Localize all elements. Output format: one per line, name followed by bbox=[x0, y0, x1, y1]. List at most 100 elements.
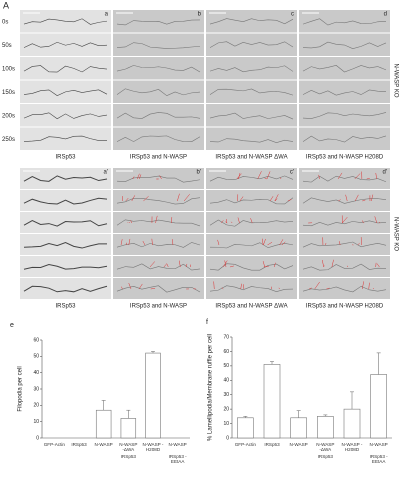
filopodia-trace bbox=[314, 281, 320, 290]
cell-outline bbox=[302, 220, 387, 227]
filopodia-trace bbox=[342, 216, 348, 224]
y-tick-label: 50 bbox=[33, 354, 39, 360]
filopodia-trace bbox=[224, 260, 227, 268]
micrograph bbox=[20, 234, 111, 255]
micrograph bbox=[299, 212, 390, 233]
time-label: 100s bbox=[2, 66, 15, 72]
x-tick-label: N-WASP -H208D bbox=[142, 442, 164, 452]
micrograph bbox=[299, 278, 390, 299]
filopodia-trace bbox=[281, 241, 286, 246]
filopodia-trace bbox=[321, 259, 325, 268]
x-group-label: IRSp53 bbox=[317, 454, 333, 459]
filopodia-trace bbox=[273, 262, 276, 268]
cell-outline bbox=[116, 42, 201, 49]
filopodia-trace bbox=[179, 260, 181, 268]
cell-outline bbox=[302, 65, 387, 73]
cell-outline bbox=[23, 89, 108, 97]
filopodia-trace bbox=[378, 221, 381, 224]
x-tick-label: N-WASP bbox=[168, 442, 187, 447]
column-letter: c' bbox=[290, 170, 294, 176]
cell-outline bbox=[209, 242, 294, 249]
filopodia-trace bbox=[331, 259, 334, 268]
filopodia-trace bbox=[149, 261, 156, 268]
cell-outline bbox=[116, 88, 201, 97]
column-caption: IRSp53 and N-WASP H208D bbox=[306, 155, 384, 161]
filopodia-trace bbox=[221, 287, 224, 290]
filopodia-trace bbox=[132, 176, 135, 180]
micrograph bbox=[113, 127, 204, 150]
column-caption: IRSp53 and N-WASP H208D bbox=[306, 304, 384, 310]
filopodia-trace bbox=[337, 172, 343, 180]
filopodia-trace bbox=[155, 215, 158, 224]
micrograph bbox=[299, 190, 390, 211]
cell-outline bbox=[23, 135, 108, 142]
bar bbox=[120, 418, 137, 439]
filopodia-trace bbox=[370, 194, 374, 202]
y-tick-label: 0 bbox=[36, 435, 39, 441]
cell-outline bbox=[302, 241, 387, 248]
filopodia-trace bbox=[354, 173, 361, 180]
time-label: 150s bbox=[2, 90, 15, 96]
column-letter: b bbox=[198, 12, 202, 18]
cell-outline bbox=[209, 41, 294, 48]
column-letter: c bbox=[291, 12, 294, 18]
bar bbox=[290, 417, 307, 439]
micrograph bbox=[20, 104, 111, 127]
filopodia-trace bbox=[362, 199, 366, 202]
micrograph bbox=[113, 168, 204, 189]
cell-outline bbox=[209, 175, 294, 182]
filopodia-trace bbox=[128, 238, 131, 246]
cell-outline bbox=[23, 175, 108, 182]
y-tick-label: 60 bbox=[33, 337, 39, 343]
cell-outline bbox=[23, 220, 108, 227]
y-tick-label: 20 bbox=[33, 403, 39, 409]
filopodia-trace bbox=[375, 172, 377, 180]
micrograph bbox=[113, 278, 204, 299]
y-tick-label: 40 bbox=[223, 378, 229, 384]
filopodia-trace bbox=[159, 175, 162, 180]
cell-outline bbox=[23, 41, 108, 48]
cell-outline bbox=[302, 285, 387, 293]
micrograph bbox=[299, 57, 390, 80]
filopodia-trace bbox=[274, 198, 278, 202]
filopodia-trace bbox=[250, 218, 253, 224]
side-label: N-WASP KO bbox=[392, 217, 398, 251]
filopodia-trace bbox=[130, 220, 133, 224]
cell-outline bbox=[116, 135, 201, 142]
cell-outline bbox=[209, 197, 294, 205]
x-tick-label: IRSp53 bbox=[264, 442, 280, 447]
micrograph bbox=[20, 256, 111, 277]
micrograph bbox=[299, 256, 390, 277]
filopodia-trace bbox=[354, 194, 359, 202]
filopodia-trace bbox=[345, 194, 348, 202]
time-label: 200s bbox=[2, 113, 15, 119]
micrograph bbox=[20, 57, 111, 80]
cell-outline bbox=[23, 65, 108, 73]
filopodia-trace bbox=[338, 199, 341, 202]
bar bbox=[343, 408, 361, 439]
filopodia-trace bbox=[151, 238, 153, 246]
cell-outline bbox=[209, 18, 294, 25]
x-tick-label: N-WASP bbox=[289, 442, 308, 447]
time-label: 250s bbox=[2, 137, 15, 143]
micrograph bbox=[113, 104, 204, 127]
filopodia-trace bbox=[308, 287, 312, 290]
filopodia-trace bbox=[263, 238, 266, 246]
filopodia-trace bbox=[125, 242, 128, 246]
y-tick-label: 20 bbox=[223, 406, 229, 412]
x-group-label: IRSp53 -EEtAA bbox=[168, 454, 187, 464]
micrograph bbox=[299, 10, 390, 33]
x-tick-label: N-WASP -ΔWA bbox=[316, 442, 335, 452]
side-label: N-WASP KO bbox=[392, 63, 398, 97]
filopodia-trace bbox=[136, 173, 140, 180]
micrograph bbox=[20, 33, 111, 56]
cell-outline bbox=[302, 18, 387, 26]
cell-outline bbox=[116, 175, 201, 183]
cell-outline bbox=[116, 242, 201, 248]
filopodia-trace bbox=[138, 174, 142, 180]
micrograph bbox=[206, 256, 297, 277]
filopodia-trace bbox=[121, 286, 123, 290]
panel-letter: f bbox=[206, 319, 208, 326]
filopodia-trace bbox=[120, 239, 123, 246]
